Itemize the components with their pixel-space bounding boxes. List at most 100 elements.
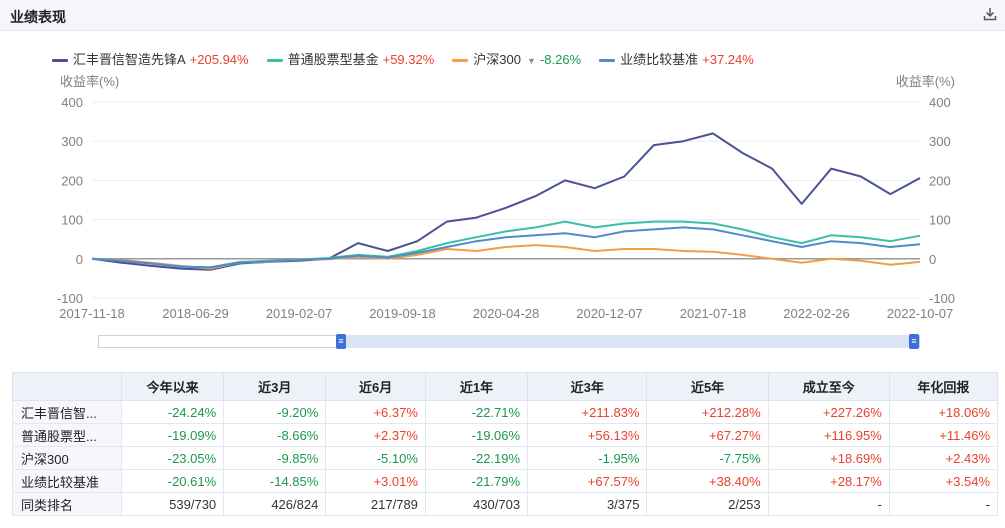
table-cell: +67.57% bbox=[527, 469, 648, 493]
y-tick-left: 200 bbox=[61, 173, 83, 188]
legend-value: +37.24% bbox=[702, 52, 754, 67]
row-label: 沪深300 bbox=[12, 446, 122, 470]
y-tick-left: 0 bbox=[76, 252, 83, 267]
legend-label: 业绩比较基准 bbox=[620, 52, 699, 67]
table-cell: +212.28% bbox=[646, 400, 769, 424]
table-cell: +2.37% bbox=[325, 423, 426, 447]
y-axis-title-left: 收益率(%) bbox=[60, 74, 119, 89]
y-tick-right: 400 bbox=[929, 95, 951, 110]
table-cell: +28.17% bbox=[767, 469, 890, 493]
y-tick-left: -100 bbox=[57, 291, 83, 306]
y-tick-left: 100 bbox=[61, 213, 83, 228]
row-label: 同类排名 bbox=[12, 492, 122, 516]
table-cell: -1.95% bbox=[527, 446, 648, 470]
table-cell: - bbox=[888, 492, 999, 516]
x-tick: 2020-04-28 bbox=[473, 306, 540, 321]
legend-item-2[interactable]: 沪深300 ▼ -8.26% bbox=[452, 49, 581, 68]
table-cell: -5.10% bbox=[325, 446, 426, 470]
table-header-row: 今年以来 近3月 近6月 近1年 近3年 近5年 成立至今 年化回报 bbox=[12, 372, 999, 401]
chart-legend: 汇丰晋信智造先锋A +205.94% 普通股票型基金 +59.32% 沪深300 ▼ -8.… bbox=[52, 49, 772, 68]
row-label: 业绩比较基准 bbox=[12, 469, 122, 493]
y-tick-right: -100 bbox=[929, 291, 955, 306]
column-header: 近1年 bbox=[424, 372, 529, 401]
y-tick-left: 300 bbox=[61, 134, 83, 149]
table-cell: -22.19% bbox=[424, 446, 529, 470]
row-label: 普通股票型... bbox=[12, 423, 122, 447]
column-header: 近3年 bbox=[527, 372, 648, 401]
table-row: 汇丰晋信智... -24.24% -9.20% +6.37% -22.71% +211.8… bbox=[12, 400, 999, 424]
legend-value: +59.32% bbox=[382, 52, 435, 67]
x-tick: 2019-09-18 bbox=[369, 306, 436, 321]
table-cell: 426/824 bbox=[223, 492, 327, 516]
x-tick: 2020-12-07 bbox=[576, 306, 643, 321]
section-header: 业绩表现 bbox=[0, 0, 1005, 31]
legend-swatch bbox=[266, 59, 283, 63]
series-line-0 bbox=[91, 132, 921, 271]
table-cell: +211.83% bbox=[527, 400, 648, 424]
table-cell: +3.01% bbox=[325, 469, 426, 493]
column-header: 近6月 bbox=[325, 372, 426, 401]
table-row: 业绩比较基准 -20.61% -14.85% +3.01% -21.79% +67.57%… bbox=[12, 469, 999, 493]
series-line-1 bbox=[91, 220, 921, 269]
table-cell: 3/375 bbox=[527, 492, 648, 516]
y-tick-right: 200 bbox=[929, 173, 951, 188]
table-cell: -8.66% bbox=[223, 423, 327, 447]
table-cell: +38.40% bbox=[646, 469, 769, 493]
legend-value: -8.26% bbox=[539, 52, 582, 67]
slider-selected-range[interactable] bbox=[343, 335, 914, 348]
table-cell: -20.61% bbox=[120, 469, 225, 493]
table-cell: -9.85% bbox=[223, 446, 327, 470]
table-cell: +227.26% bbox=[767, 400, 890, 424]
x-tick: 2019-02-07 bbox=[266, 306, 333, 321]
legend-swatch bbox=[52, 59, 68, 63]
table-cell: +116.95% bbox=[767, 423, 890, 447]
column-header bbox=[12, 372, 122, 401]
date-range-slider[interactable]: ≡ ≡ bbox=[98, 333, 920, 349]
series-line-3 bbox=[91, 226, 921, 269]
table-cell: 539/730 bbox=[120, 492, 225, 516]
x-tick: 2022-10-07 bbox=[887, 306, 954, 321]
table-row: 同类排名 539/730 426/824 217/789 430/703 3/375 2/2… bbox=[12, 492, 999, 516]
section-title: 业绩表现 bbox=[10, 9, 66, 25]
legend-label: 汇丰晋信智造先锋A bbox=[73, 52, 186, 67]
download-icon[interactable] bbox=[983, 7, 997, 21]
y-tick-right: 300 bbox=[929, 134, 951, 149]
legend-item-0[interactable]: 汇丰晋信智造先锋A +205.94% bbox=[52, 49, 249, 68]
table-cell: 2/253 bbox=[646, 492, 769, 516]
series-line-2 bbox=[91, 244, 921, 270]
table-cell: +6.37% bbox=[325, 400, 426, 424]
performance-table: 今年以来 近3月 近6月 近1年 近3年 近5年 成立至今 年化回报 汇丰晋信智... -24.… bbox=[12, 372, 999, 516]
caret-down-icon[interactable]: ▼ bbox=[527, 55, 536, 66]
table-cell: +56.13% bbox=[527, 423, 648, 447]
table-cell: -22.71% bbox=[424, 400, 529, 424]
table-cell: +18.69% bbox=[767, 446, 890, 470]
legend-value: +205.94% bbox=[189, 52, 249, 67]
table-cell: -19.06% bbox=[424, 423, 529, 447]
row-label: 汇丰晋信智... bbox=[12, 400, 122, 424]
table-cell: -23.05% bbox=[120, 446, 225, 470]
table-cell: -19.09% bbox=[120, 423, 225, 447]
table-row: 沪深300 -23.05% -9.85% -5.10% -22.19% -1.95% -7.… bbox=[12, 446, 999, 470]
y-tick-right: 100 bbox=[929, 213, 951, 228]
table-cell: -21.79% bbox=[424, 469, 529, 493]
table-cell: -9.20% bbox=[223, 400, 327, 424]
table-cell: +67.27% bbox=[646, 423, 769, 447]
table-cell: +2.43% bbox=[888, 446, 999, 470]
legend-item-1[interactable]: 普通股票型基金 +59.32% bbox=[266, 49, 435, 68]
legend-label: 普通股票型基金 bbox=[287, 52, 379, 67]
table-cell: -24.24% bbox=[120, 400, 225, 424]
legend-swatch bbox=[599, 59, 616, 63]
x-tick: 2021-07-18 bbox=[680, 306, 747, 321]
slider-right-handle[interactable]: ≡ bbox=[909, 334, 919, 349]
legend-label: 沪深300 bbox=[473, 52, 521, 67]
table-cell: - bbox=[767, 492, 890, 516]
table-cell: 217/789 bbox=[325, 492, 426, 516]
y-tick-right: 0 bbox=[929, 252, 936, 267]
y-tick-left: 400 bbox=[61, 95, 83, 110]
table-cell: +18.06% bbox=[888, 400, 999, 424]
legend-item-3[interactable]: 业绩比较基准 +37.24% bbox=[599, 49, 754, 68]
slider-left-handle[interactable]: ≡ bbox=[336, 334, 346, 349]
column-header: 年化回报 bbox=[888, 372, 999, 401]
table-row: 普通股票型... -19.09% -8.66% +2.37% -19.06% +56.13… bbox=[12, 423, 999, 447]
x-tick: 2018-06-29 bbox=[162, 306, 229, 321]
